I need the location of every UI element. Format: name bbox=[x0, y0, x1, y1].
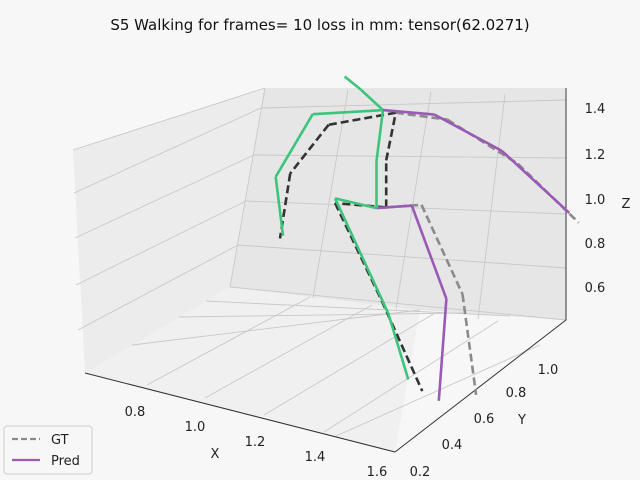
pred-bone-rhip-rknee bbox=[333, 197, 390, 314]
pred-bone-lsho-lelb bbox=[433, 113, 503, 153]
gt-bone-lhip-lknee bbox=[420, 204, 464, 295]
y-tick-label: 0.4 bbox=[442, 438, 463, 453]
floor-pane bbox=[85, 287, 420, 452]
skeleton-marks bbox=[274, 75, 580, 401]
legend: GT Pred bbox=[3, 425, 93, 475]
y-axis-label: Y bbox=[517, 413, 526, 428]
y-tick-label: 0.8 bbox=[506, 386, 527, 401]
x-axis-label: X bbox=[211, 447, 220, 462]
pred-bone-head-headtop bbox=[343, 75, 362, 91]
pred-bone-lhip-lknee bbox=[410, 205, 448, 300]
x-tick-label: 1.4 bbox=[305, 450, 326, 465]
gt-bone-rsho-relb bbox=[289, 123, 330, 175]
pred-bone-hip-lhip bbox=[376, 204, 412, 210]
pred-bone-hip-rhip bbox=[334, 197, 377, 210]
gt-bone-spine-thorax bbox=[384, 112, 398, 161]
pred-bone-relb-rwri bbox=[274, 176, 285, 236]
y-tick-label: 0.6 bbox=[474, 412, 495, 427]
y-tick-label: 0.2 bbox=[410, 465, 431, 480]
z-tick-label: 1.0 bbox=[585, 193, 606, 208]
gt-bone-thorax-lsho bbox=[395, 111, 448, 121]
pred-bone-thorax-head bbox=[359, 88, 384, 112]
pred-bone-lknee-lank bbox=[437, 298, 448, 401]
z-tick-label: 1.4 bbox=[585, 102, 606, 117]
back-pane bbox=[230, 88, 566, 320]
x-tick-label: 1.2 bbox=[245, 435, 266, 450]
z-axis-label: Z bbox=[622, 197, 631, 212]
y-axis-line bbox=[394, 319, 567, 453]
x-tick-label: 1.0 bbox=[185, 420, 206, 435]
z-tick-label: 1.2 bbox=[585, 148, 606, 163]
grid-lines bbox=[72, 87, 567, 437]
legend-pred-label: Pred bbox=[51, 454, 80, 469]
legend-gt-label: GT bbox=[51, 433, 69, 448]
axis-ticks: 0.8 1.0 1.2 1.4 1.6 0.2 0.4 0.6 0.8 1.0 0.6 0.8 1.0 1… bbox=[125, 102, 606, 480]
z-tick-label: 0.8 bbox=[585, 237, 606, 252]
x-tick-label: 0.8 bbox=[125, 405, 146, 420]
pred-bone-rknee-rank bbox=[387, 313, 410, 380]
z-tick-label: 0.6 bbox=[585, 281, 606, 296]
pred-bone-thorax-lsho bbox=[382, 108, 435, 116]
x-axis-line bbox=[84, 372, 396, 453]
x-tick-label: 1.6 bbox=[367, 465, 388, 480]
chart-title: S5 Walking for frames= 10 loss in mm: te… bbox=[110, 16, 529, 34]
pred-bone-thorax-rsho bbox=[312, 108, 384, 116]
pred-bone-rsho-relb bbox=[274, 113, 314, 178]
y-tick-label: 1.0 bbox=[538, 363, 559, 378]
pred-bone-lelb-lwri bbox=[501, 149, 571, 214]
gt-bone-lknee-lank bbox=[461, 294, 478, 395]
left-pane bbox=[73, 88, 265, 373]
pred-skeleton bbox=[274, 75, 571, 401]
pred-bone-spine-thorax bbox=[375, 109, 385, 162]
